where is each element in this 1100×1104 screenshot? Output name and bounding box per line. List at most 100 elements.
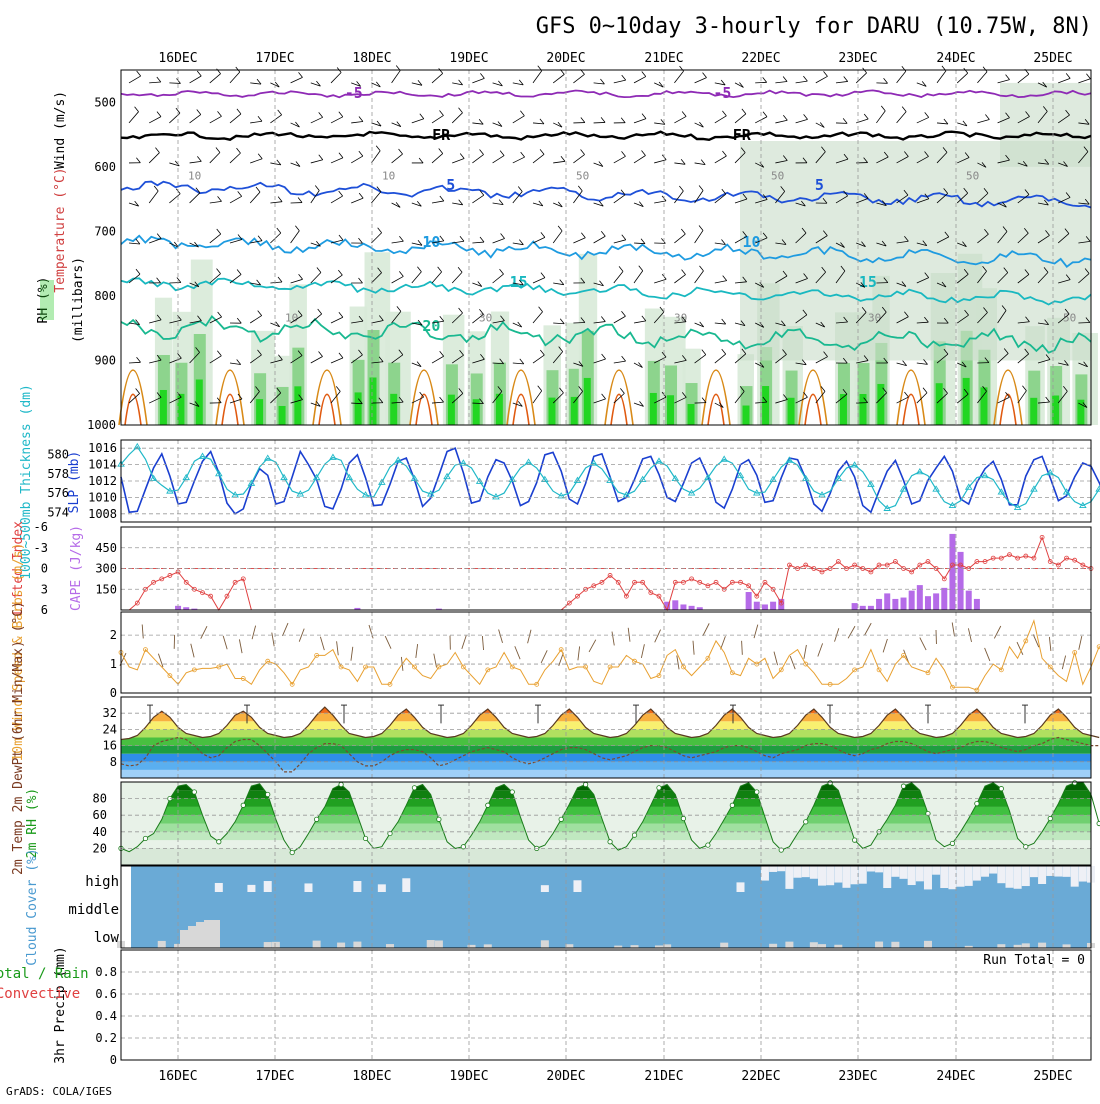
wind-barb-flag — [217, 269, 221, 274]
ylabel-precip: 3hr Precip (mm) — [53, 946, 68, 1063]
wind-barb — [654, 201, 666, 203]
rh-legend-swatch — [40, 280, 54, 320]
wind-barb — [796, 81, 808, 83]
wind-barb-flag — [319, 352, 323, 357]
temp-tick-label: 16 — [103, 739, 117, 753]
wind-barb-flag — [359, 193, 363, 198]
wind-barb — [270, 115, 281, 123]
wind-barb — [149, 191, 158, 203]
wind-barb-flag — [622, 75, 626, 80]
wind-barb — [513, 363, 524, 364]
wind-tick-label: 1 — [110, 657, 117, 671]
wind-barb — [634, 77, 646, 83]
cloud-high-bar — [761, 866, 769, 881]
wind-barb-flag — [520, 359, 524, 364]
wind-barb-flag — [518, 187, 522, 192]
wind-barb — [796, 119, 808, 123]
wind-barb-flag — [135, 107, 139, 112]
wind-barb-flag — [136, 239, 140, 244]
surface-wind-barb — [920, 638, 926, 650]
wind-barb — [311, 117, 323, 123]
wind-barb-flag — [177, 78, 181, 83]
wind-barb-flag — [699, 225, 703, 230]
wind-barb — [331, 73, 341, 83]
wind-barb — [432, 272, 442, 283]
surface-wind-barb — [158, 654, 163, 667]
cloud-high-bar — [948, 866, 956, 889]
wind-barb — [190, 161, 202, 163]
wind-barb-flag — [217, 229, 221, 234]
surface-wind-barb — [191, 644, 194, 658]
cloud-high-bar — [810, 866, 818, 879]
pressure-tick-label: 600 — [94, 160, 116, 174]
rh-tick-label: 20 — [93, 841, 107, 855]
surface-wind-barb — [320, 637, 324, 650]
footer-credit: GrADS: COLA/IGES — [6, 1085, 112, 1098]
wind-barb — [371, 233, 381, 243]
thickness-tick-label: 574 — [47, 505, 69, 519]
wind-barb-flag — [440, 236, 444, 241]
wind-barb-flag — [278, 110, 282, 115]
cloud-low-bar — [924, 941, 932, 948]
surface-wind-barb — [589, 640, 596, 652]
wind-barb-flag — [540, 119, 544, 124]
wind-barb — [270, 282, 282, 283]
cloud-low-bar — [196, 922, 204, 948]
wind-barb-flag — [339, 312, 343, 317]
rh-marker — [314, 817, 318, 821]
precip-tick-label: 0.2 — [95, 1031, 117, 1045]
wind-barb — [775, 82, 787, 83]
cloud-high-bar — [264, 881, 272, 892]
rh-tick-label: 40 — [93, 825, 107, 839]
cloud-low-bar — [720, 943, 728, 948]
wind-barb-flag — [722, 319, 726, 324]
rh-tick-label: 60 — [93, 808, 107, 822]
wind-barb — [715, 116, 727, 123]
wind-barb — [493, 274, 504, 283]
cape-bar — [770, 602, 776, 610]
wind-barb — [210, 116, 222, 123]
wind-barb-flag — [601, 117, 605, 122]
wind-barb-flag — [581, 150, 585, 155]
wind-barb-flag — [359, 151, 363, 156]
wind-barb-flag — [299, 274, 303, 279]
wind-barb-flag — [642, 114, 646, 119]
wind-barb-flag — [783, 77, 787, 82]
surface-wind-barb — [721, 636, 726, 649]
cloud-high-bar — [891, 866, 899, 877]
wind-barb — [634, 119, 646, 123]
diurnal-contour — [799, 370, 827, 425]
date-label-top-5: 21DEC — [644, 51, 683, 66]
wind-barb — [674, 163, 685, 164]
cloud-low-bar — [427, 940, 435, 948]
wind-barb — [392, 276, 404, 283]
wind-barb — [775, 120, 787, 123]
cape-tick-label: 450 — [95, 541, 117, 555]
wind-barb-flag — [278, 277, 282, 282]
cloud-high-bar — [1079, 866, 1087, 882]
wind-barb — [533, 312, 543, 323]
run-total-label: Run Total = 0 — [983, 953, 1085, 968]
wind-barb-flag — [157, 77, 161, 82]
rh-marker — [950, 841, 954, 845]
wind-barb-flag — [317, 268, 321, 273]
wind-barb-flag — [217, 69, 221, 74]
wind-barb — [735, 83, 743, 88]
wind-barb — [210, 234, 221, 243]
date-label-bottom-3: 19DEC — [449, 1069, 488, 1084]
wind-barb — [129, 362, 141, 363]
wind-barb — [614, 240, 626, 243]
wind-barb-flag — [722, 111, 726, 116]
date-label-top-8: 24DEC — [936, 51, 975, 66]
rh-shade-high — [688, 404, 695, 425]
cloud-level-label: middle — [68, 902, 119, 918]
rh-shade-high — [584, 378, 591, 425]
wind-barb — [1078, 79, 1090, 83]
wind-barb-flag — [500, 151, 504, 156]
wind-barb — [210, 201, 222, 203]
surface-wind-barb — [142, 624, 143, 638]
wind-barb-flag — [722, 151, 726, 156]
cape-bar — [966, 591, 972, 610]
wind-barb-flag — [258, 236, 262, 241]
